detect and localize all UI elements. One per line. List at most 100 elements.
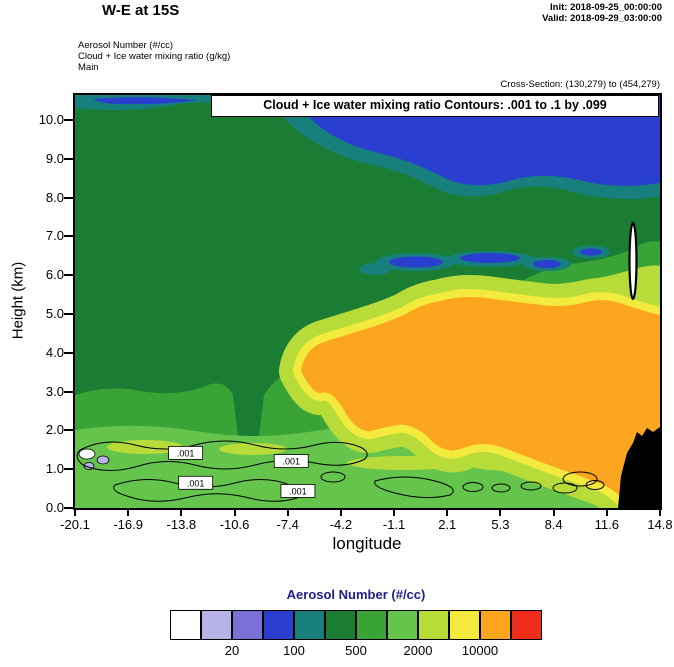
colorbar-cell: [232, 610, 263, 640]
x-tick-mark: [393, 510, 396, 516]
clean-pocket-small: [96, 455, 110, 465]
plot-title: Cloud + Ice water mixing ratio Contours:…: [211, 95, 659, 117]
contour-label: .001: [289, 486, 307, 496]
colorbar-tick-label: 10000: [461, 643, 499, 658]
cross-section-field: .001 .001 .001 .001: [75, 95, 674, 523]
x-tick-mark: [339, 510, 342, 516]
colorbar-cell: [325, 610, 356, 640]
contour-label-box: [178, 475, 214, 490]
colorbar-cell: [480, 610, 511, 640]
x-tick-mark: [127, 510, 130, 516]
y-tick-label: 7.0: [45, 228, 64, 244]
y-tick-label: 9.0: [45, 150, 64, 166]
y-tick-label: 5.0: [45, 306, 64, 321]
y-axis-label: Height (km): [9, 261, 27, 340]
x-tick-mark: [659, 510, 661, 516]
colorbar-title: Aerosol Number (#/cc): [286, 587, 426, 602]
y-tick-mark: [64, 351, 73, 354]
valid-time: Valid: 2018-09-29_03:00:00: [542, 13, 662, 24]
terrain: [618, 427, 660, 508]
field-cloud-ice: Cloud + Ice water mixing ratio (g/kg): [78, 51, 231, 62]
y-tick-mark: [64, 274, 73, 277]
y-tick-label: 2.0: [45, 422, 64, 438]
colorbar-tick-label: 500: [345, 643, 367, 658]
y-tick-mark: [64, 429, 73, 432]
clean-pocket-core: [533, 260, 561, 268]
colorbar-cell: [170, 610, 201, 640]
contour-label-box: [168, 446, 204, 460]
x-tick-mark: [446, 510, 449, 516]
field-list: Aerosol Number (#/cc) Cloud + Ice water …: [78, 40, 230, 73]
colorbar-cell: [387, 610, 418, 640]
x-tick-label: 5.3: [491, 517, 510, 532]
x-tick-label: 8.4: [544, 517, 563, 532]
y-tick-label: 10.0: [38, 112, 64, 127]
y-tick-mark: [64, 468, 73, 471]
x-tick-mark: [605, 510, 608, 516]
x-tick-label: -1.1: [382, 517, 406, 532]
clean-pocket-small: [78, 448, 96, 460]
region-topleft-blue: [93, 97, 197, 105]
figure-title: W-E at 15S: [102, 2, 180, 19]
y-tick-label: 8.0: [45, 189, 64, 205]
region-smoke-plume: [301, 297, 660, 501]
y-tick-label: 4.0: [45, 344, 64, 360]
x-axis-label: longitude: [332, 534, 402, 553]
x-tick-mark: [286, 510, 289, 516]
x-tick-label: 14.8: [647, 517, 673, 532]
x-tick-label: 11.6: [594, 517, 619, 532]
colorbar-cell: [356, 610, 387, 640]
cloud-contours: .001 .001 .001 .001: [76, 440, 605, 502]
init-valid-block: Init: 2018-09-25_00:00:00 Valid: 2018-09…: [542, 2, 662, 24]
region-upper-clean-core: [289, 95, 660, 186]
colorbar-cell: [263, 610, 294, 640]
x-tick-mark: [180, 510, 183, 516]
x-tick-label: -4.2: [329, 517, 353, 532]
plot-frame: .001 .001 .001 .001: [73, 93, 674, 523]
clean-pocket-core: [389, 256, 443, 268]
x-tick-label: -13.8: [166, 517, 197, 532]
colorbar-cell: [511, 610, 542, 640]
contour-label: .001: [282, 457, 300, 467]
y-tick-mark: [64, 157, 73, 160]
terrain-spike: [628, 221, 638, 301]
colorbar-cell: [418, 610, 449, 640]
contour-label-box: [280, 484, 316, 498]
field-main: Main: [78, 62, 99, 73]
y-tick-mark: [64, 390, 73, 393]
cross-section-info: Cross-Section: (130,279) to (454,279): [500, 79, 660, 90]
contour-label: .001: [187, 478, 205, 488]
y-tick-mark: [64, 119, 73, 121]
x-tick-mark: [233, 510, 236, 516]
y-tick-label: 6.0: [45, 267, 64, 283]
y-tick-mark: [64, 313, 73, 315]
colorbar-cell: [201, 610, 232, 640]
clean-pocket-core: [460, 253, 520, 263]
x-tick-label: -16.9: [113, 517, 143, 532]
init-time: Init: 2018-09-25_00:00:00: [550, 2, 662, 13]
y-tick-mark: [64, 196, 73, 199]
y-tick-mark: [64, 507, 73, 509]
y-tick-mark: [64, 235, 73, 238]
x-tick-mark: [499, 510, 502, 516]
y-tick-label: 0.0: [45, 500, 64, 515]
colorbar-tick-label: 100: [283, 643, 305, 658]
x-tick-label: -7.4: [276, 517, 299, 532]
colorbar-cell: [449, 610, 480, 640]
colorbar-tick-label: 2000: [403, 643, 433, 658]
y-tick-label: 1.0: [45, 461, 64, 477]
clean-pocket-core: [580, 248, 602, 256]
x-tick-label: -20.1: [60, 517, 90, 532]
contour-label: .001: [177, 448, 195, 458]
colorbar-tick-label: 20: [224, 643, 240, 658]
contour-label-box: [273, 454, 309, 468]
field-aerosol: Aerosol Number (#/cc): [78, 40, 174, 51]
y-tick-label: 3.0: [45, 383, 64, 399]
x-tick-mark: [74, 510, 76, 516]
x-tick-label: 2.1: [438, 517, 457, 532]
x-tick-mark: [552, 510, 555, 516]
x-tick-label: -10.6: [219, 517, 250, 532]
band-patch: [219, 443, 287, 455]
colorbar-cell: [294, 610, 325, 640]
